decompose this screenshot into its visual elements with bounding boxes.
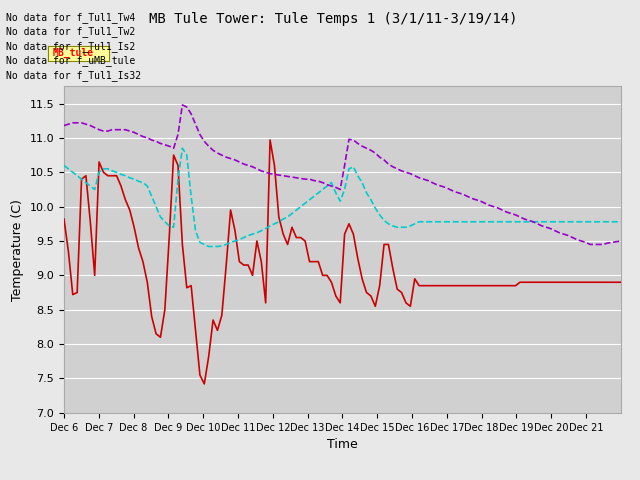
Text: MB Tule Tower: Tule Temps 1 (3/1/11-3/19/14): MB Tule Tower: Tule Temps 1 (3/1/11-3/19… [148,12,517,26]
Text: No data for f_Tul1_Tw2: No data for f_Tul1_Tw2 [6,26,136,37]
Text: No data for f_Tul1_Is2: No data for f_Tul1_Is2 [6,41,136,52]
Y-axis label: Temperature (C): Temperature (C) [11,199,24,300]
Text: No data for f_uMB_tule: No data for f_uMB_tule [6,55,136,66]
Text: No data for f_Tul1_Is32: No data for f_Tul1_Is32 [6,70,141,81]
Text: No data for f_Tul1_Tw4: No data for f_Tul1_Tw4 [6,12,136,23]
X-axis label: Time: Time [327,438,358,451]
Text: MB_tule: MB_tule [53,48,94,59]
